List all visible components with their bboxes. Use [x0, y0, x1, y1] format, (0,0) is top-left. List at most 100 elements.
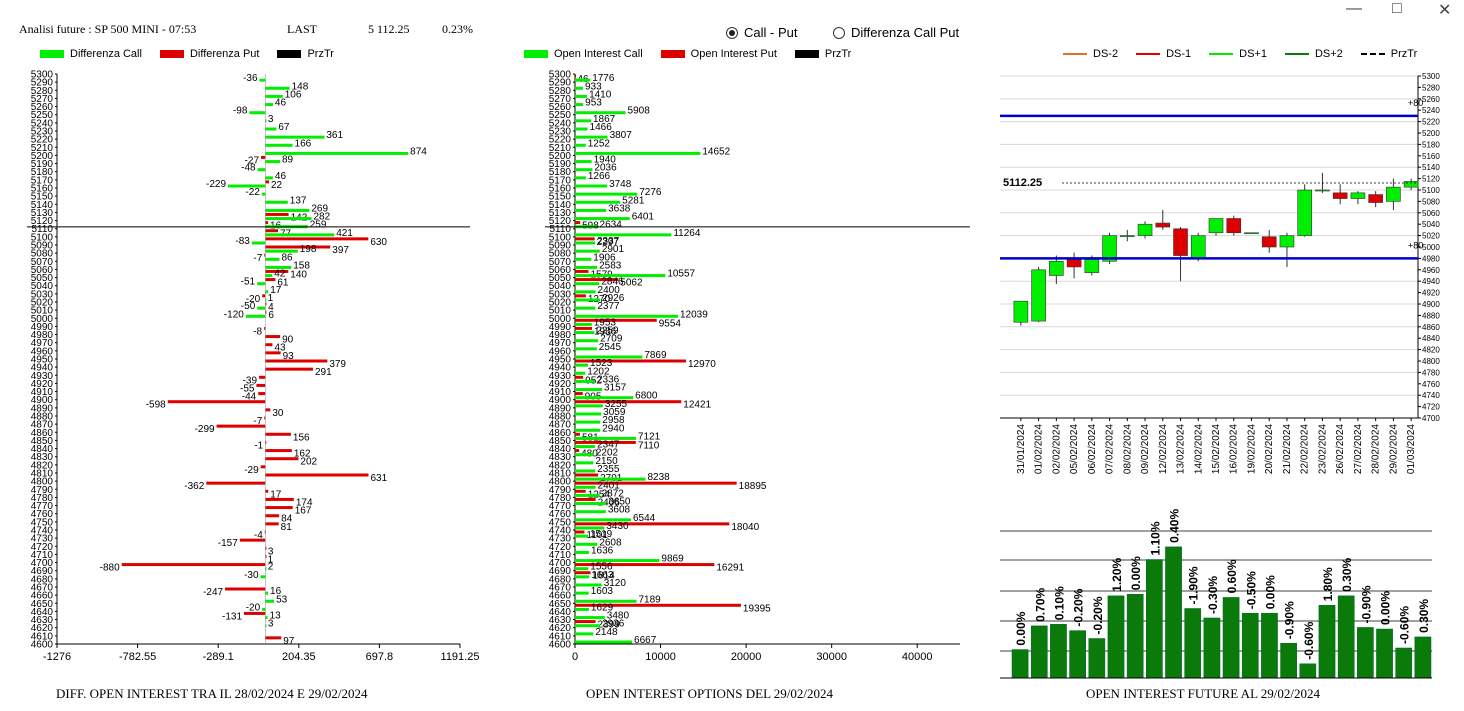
put-bar-label: -27 — [245, 155, 260, 166]
call-bar-label: 2337 — [597, 236, 620, 247]
call-bar-label: 2958 — [602, 415, 625, 426]
minimize-button[interactable]: — — [1346, 0, 1362, 17]
call-bar — [575, 86, 583, 90]
put-bar — [575, 392, 583, 396]
strike-label: 5210 — [31, 143, 54, 154]
strike-label: 4960 — [549, 346, 572, 357]
call-bar-label: 1466 — [590, 122, 613, 133]
call-bar — [265, 208, 310, 212]
call-bar-label: 282 — [313, 212, 330, 223]
candle-body — [1226, 218, 1242, 234]
strike-label: 4680 — [31, 574, 54, 585]
strike-label: 4700 — [31, 558, 54, 569]
put-bar — [260, 465, 266, 469]
strike-label: 5090 — [549, 241, 572, 252]
put-bar-label: 18040 — [731, 522, 759, 533]
strike-label: 4700 — [549, 558, 572, 569]
call-bar-label: 2355 — [597, 464, 620, 475]
call-bar-label: -229 — [206, 179, 226, 190]
call-bar — [575, 591, 589, 595]
put-bar-label: 630 — [370, 237, 387, 248]
call-bar-label: 3807 — [610, 130, 633, 141]
strike-label: 5270 — [31, 94, 54, 105]
put-bar-label: 17 — [270, 489, 282, 500]
candle-body — [1031, 269, 1046, 322]
call-bar — [575, 404, 603, 408]
call-bar-label: 1519 — [590, 529, 613, 540]
call-bar — [575, 469, 596, 473]
oi-bar — [1050, 624, 1067, 679]
call-bar-label: 1 — [268, 293, 274, 304]
put-bar — [121, 563, 266, 567]
put-bar — [575, 571, 591, 575]
last-value: 5 112.25 — [368, 22, 410, 36]
put-bar-label: 81 — [281, 522, 293, 533]
strike-label: 4940 — [549, 363, 572, 374]
y-tick-label: 5200 — [1422, 129, 1440, 138]
strike-label: 5120 — [31, 216, 54, 227]
candle-body — [1297, 189, 1312, 236]
call-bar — [575, 616, 605, 620]
radio-call-put[interactable]: Call - Put — [726, 25, 797, 40]
call-bar — [265, 103, 273, 107]
radio-dot-call-put[interactable] — [726, 26, 738, 39]
strike-label: 5200 — [549, 151, 572, 162]
put-bar — [264, 326, 266, 330]
put-bar-label: 93 — [283, 351, 295, 362]
strike-label: 4770 — [549, 501, 572, 512]
close-button[interactable]: ✕ — [1438, 2, 1452, 19]
y-tick-label: 5160 — [1422, 152, 1440, 161]
strike-label: 4820 — [549, 460, 572, 471]
call-bar-label: 1266 — [588, 171, 611, 182]
strike-label: 5180 — [31, 167, 54, 178]
maximize-button[interactable]: □ — [1392, 0, 1402, 17]
legend-item-diff-call: Differenza Call — [40, 48, 142, 60]
y-tick-label: 5100 — [1422, 186, 1440, 195]
strike-label: 4630 — [549, 615, 572, 626]
call-bar — [265, 274, 273, 278]
strike-label: 4870 — [549, 420, 572, 431]
y-tick-label: 4980 — [1422, 254, 1440, 263]
call-bar-label: 1953 — [594, 317, 617, 328]
candle-body — [1013, 300, 1029, 323]
put-bar-label: 5062 — [620, 278, 643, 289]
call-bar — [575, 241, 595, 245]
call-bar — [575, 632, 594, 636]
radio-differenza[interactable]: Differenza Call Put — [833, 25, 959, 40]
candle-body — [1279, 235, 1295, 248]
legend-swatch — [660, 50, 685, 58]
call-bar-label: 12039 — [680, 309, 708, 320]
strike-label: 5050 — [31, 273, 54, 284]
put-bar — [575, 400, 682, 404]
put-bar — [258, 392, 266, 396]
put-bar — [259, 375, 266, 379]
put-bar — [265, 506, 293, 510]
strike-label: 4600 — [31, 640, 54, 651]
call-bar-label: 2872 — [602, 488, 625, 499]
put-bar-label: 19395 — [743, 603, 771, 614]
call-bar — [575, 371, 586, 375]
radio-dot-differenza[interactable] — [833, 26, 845, 39]
caption-left: DIFF. OPEN INTEREST TRA IL 28/02/2024 E … — [56, 686, 368, 701]
strike-label: 4990 — [31, 322, 54, 333]
call-bar — [575, 143, 586, 147]
put-bar-label: -55 — [240, 383, 255, 394]
strike-label: 4680 — [549, 574, 572, 585]
legend-item-ds-2: DS-2 — [1063, 48, 1118, 60]
call-bar-label: 6667 — [634, 635, 657, 646]
call-bar-label: 1940 — [594, 155, 617, 166]
put-bar-label: 22 — [271, 180, 283, 191]
strike-label: 5220 — [31, 135, 54, 146]
put-bar — [262, 294, 266, 298]
call-bar-label: 3430 — [606, 521, 629, 532]
call-bar — [265, 249, 298, 253]
call-bar-label: 11264 — [673, 228, 701, 239]
call-bar-label: 1867 — [593, 114, 616, 125]
call-bar-label: 2846 — [601, 277, 624, 288]
strike-label: 4640 — [31, 607, 54, 618]
call-bar-label: 17 — [270, 285, 282, 296]
strike-label: 5140 — [549, 200, 572, 211]
call-bar — [575, 257, 592, 261]
date-label: 07/02/2024 — [1105, 424, 1116, 474]
put-bar-label: 2399 — [598, 620, 621, 631]
